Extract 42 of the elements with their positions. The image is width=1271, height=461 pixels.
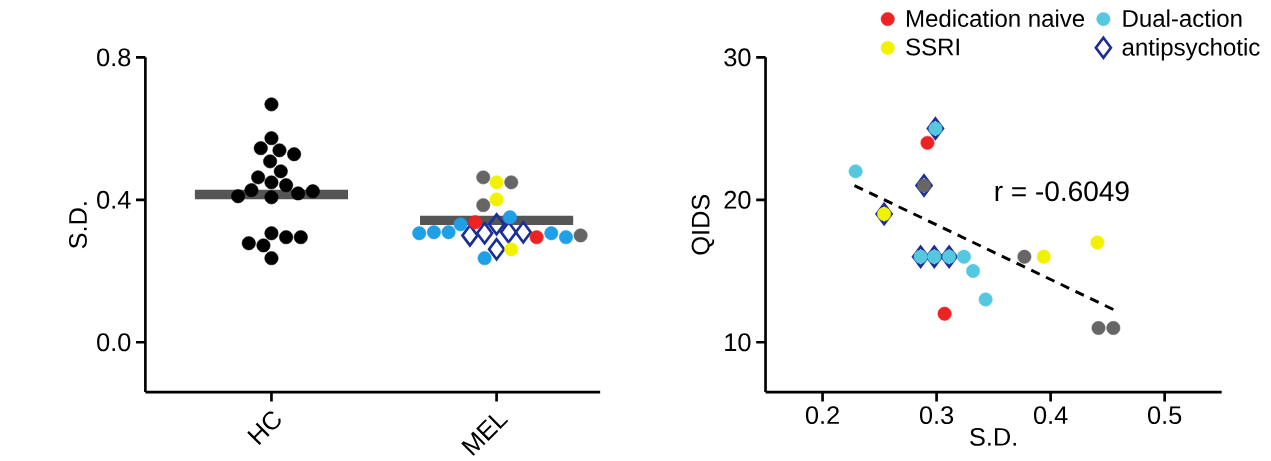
- x-tick-label: 0.3: [919, 405, 954, 424]
- legend-label: antipsychotic: [1122, 37, 1260, 61]
- point: [848, 164, 863, 179]
- point: [928, 121, 943, 136]
- y-tick-label: 20: [724, 190, 751, 209]
- point: [966, 263, 981, 278]
- point: [913, 249, 928, 264]
- point: [1036, 249, 1051, 264]
- point: [957, 249, 971, 264]
- x-tick-label: 0.4: [1033, 405, 1068, 424]
- y-tick-label: 0.4: [97, 190, 131, 209]
- x-axis-title: S.D.: [970, 427, 1016, 446]
- x-tick-label: MEL: [461, 414, 509, 456]
- point: [926, 117, 945, 140]
- y-tick-label: 0.8: [97, 48, 131, 67]
- y-tick-label: 30: [724, 48, 751, 67]
- x-tick-label: 0.5: [1148, 405, 1182, 424]
- point: [927, 249, 942, 264]
- point: [940, 245, 958, 268]
- legend-label: Medication naive: [907, 9, 1085, 27]
- point: [917, 178, 931, 193]
- point: [911, 245, 930, 268]
- y-tick-label: 0.0: [97, 333, 131, 351]
- point: [978, 292, 993, 307]
- annotation: r = -0.6049: [995, 181, 1129, 201]
- point: [1106, 320, 1121, 335]
- point: [920, 135, 935, 150]
- point: [1091, 320, 1106, 335]
- point: [937, 306, 952, 321]
- point: [915, 173, 933, 197]
- point: [1017, 249, 1032, 264]
- y-axis-title: QIDS: [691, 194, 715, 255]
- legend-label: SSRI: [906, 38, 959, 56]
- point: [1090, 235, 1105, 250]
- y-tick-label: 10: [725, 333, 751, 351]
- point: [942, 249, 957, 264]
- point: [875, 202, 893, 226]
- x-tick-label: 0.2: [805, 405, 839, 424]
- point: [877, 206, 892, 221]
- legend-label: Dual-action: [1123, 9, 1242, 27]
- x-tick-label: HC: [247, 411, 281, 445]
- y-axis-title: S.D.: [69, 202, 87, 248]
